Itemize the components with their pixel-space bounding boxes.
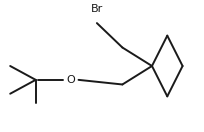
Text: O: O: [66, 75, 75, 85]
Text: Br: Br: [91, 4, 103, 14]
